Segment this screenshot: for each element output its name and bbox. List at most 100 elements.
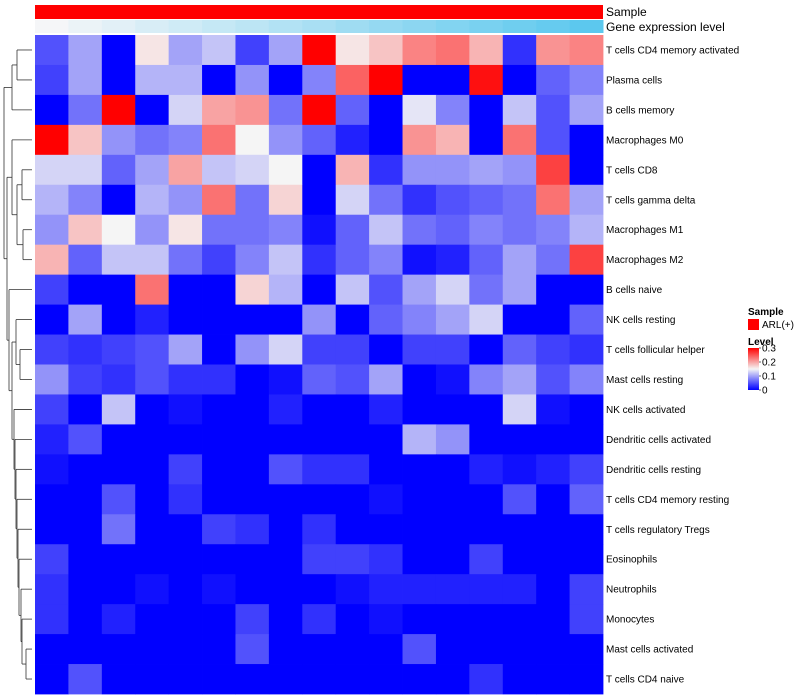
heatmap-cell (402, 334, 437, 365)
gene-expression-segment (302, 20, 337, 33)
row-label: Neutrophils (606, 585, 657, 596)
heatmap-cell (469, 394, 504, 425)
heatmap-cell (435, 274, 470, 305)
heatmap-cell (402, 364, 437, 395)
heatmap-cell (68, 94, 103, 126)
heatmap-cell (302, 64, 337, 96)
heatmap-cell (202, 634, 236, 665)
row-label: T cells follicular helper (606, 345, 705, 356)
heatmap-cell (268, 64, 303, 96)
heatmap-cell (168, 484, 203, 515)
heatmap-cell (135, 154, 170, 186)
heatmap-cell (168, 154, 203, 186)
heatmap-cell (168, 604, 203, 635)
heatmap-cell (435, 424, 470, 455)
heatmap-cell (235, 244, 270, 276)
heatmap-cell (369, 544, 403, 575)
heatmap-cell (569, 184, 604, 216)
heatmap-cell (168, 274, 203, 305)
row-label: T cells CD4 memory resting (606, 495, 729, 506)
heatmap-cell (469, 664, 504, 695)
heatmap-cell (135, 664, 170, 695)
heatmap-cell (335, 244, 370, 276)
heatmap-cell (168, 664, 203, 695)
heatmap-cell (68, 304, 103, 335)
heatmap-cell (101, 484, 136, 515)
heatmap-cell (101, 35, 136, 66)
heatmap-cell (435, 64, 470, 96)
heatmap-cell (402, 394, 437, 425)
heatmap-cell (435, 484, 470, 515)
sample-track-label: Sample (606, 5, 647, 19)
heatmap-cell (135, 574, 170, 605)
heatmap-cell (502, 124, 537, 156)
heatmap-cell (369, 184, 403, 216)
heatmap-cell (469, 244, 504, 276)
heatmap-cell (101, 544, 136, 575)
heatmap-cell (569, 664, 604, 695)
heatmap-cell (35, 424, 69, 455)
gene-expression-segment (536, 20, 571, 33)
heatmap-cell (402, 634, 437, 665)
heatmap-cell (536, 244, 570, 276)
heatmap-cell (569, 634, 604, 665)
heatmap-cell (536, 634, 570, 665)
gene-expression-segment (435, 20, 470, 33)
heatmap-cell (335, 664, 370, 695)
gene-expression-segment (68, 20, 103, 33)
heatmap-cell (335, 394, 370, 425)
heatmap-cell (536, 664, 570, 695)
heatmap-cell (135, 544, 170, 575)
heatmap-cell (435, 184, 470, 216)
heatmap-cell (202, 364, 236, 395)
heatmap-cell (235, 184, 270, 216)
heatmap-cell (35, 124, 69, 156)
heatmap-cell (536, 394, 570, 425)
heatmap-cell (35, 274, 69, 305)
heatmap-cell (569, 94, 604, 126)
heatmap-cell (35, 604, 69, 635)
heatmap-cell (35, 304, 69, 335)
gene-expression-segment (469, 20, 504, 33)
heatmap-cell (435, 604, 470, 635)
heatmap-cell (335, 514, 370, 545)
heatmap-cell (502, 424, 537, 455)
heatmap-cell (235, 604, 270, 635)
heatmap-cell (302, 574, 337, 605)
heatmap-cell (469, 154, 504, 186)
heatmap-cell (135, 64, 170, 96)
heatmap-cell (202, 424, 236, 455)
legend-sample-swatch (748, 319, 759, 330)
heatmap-cell (335, 184, 370, 216)
heatmap-cell (502, 664, 537, 695)
heatmap-cell (268, 94, 303, 126)
row-label: B cells naive (606, 285, 663, 296)
heatmap-cell (536, 334, 570, 365)
legend-level-ticks: 0 0.1 0.2 0.3 (759, 344, 776, 397)
heatmap-cell (469, 604, 504, 635)
heatmap-cell (202, 64, 236, 96)
row-label: Plasma cells (606, 75, 662, 86)
heatmap-cell (435, 394, 470, 425)
row-label: Macrophages M0 (606, 135, 684, 146)
heatmap-cell (202, 304, 236, 335)
row-label: T cells CD8 (606, 165, 658, 176)
heatmap-cell (202, 94, 236, 126)
heatmap-cell (369, 154, 403, 186)
heatmap-cell (369, 214, 403, 246)
heatmap-cell (502, 274, 537, 305)
heatmap-cell (469, 544, 504, 575)
heatmap-cell (369, 94, 403, 126)
heatmap-cell (569, 424, 604, 455)
heatmap-cell (502, 604, 537, 635)
heatmap-cell (202, 574, 236, 605)
gene-expression-segment (402, 20, 437, 33)
heatmap-cell (235, 424, 270, 455)
gene-expression-segment (235, 20, 270, 33)
heatmap-cell (135, 244, 170, 276)
heatmap-cell (202, 274, 236, 305)
heatmap-cell (202, 184, 236, 216)
heatmap-cell (536, 424, 570, 455)
legend-tick-label: 0 (762, 386, 768, 397)
heatmap-cell (569, 454, 604, 485)
